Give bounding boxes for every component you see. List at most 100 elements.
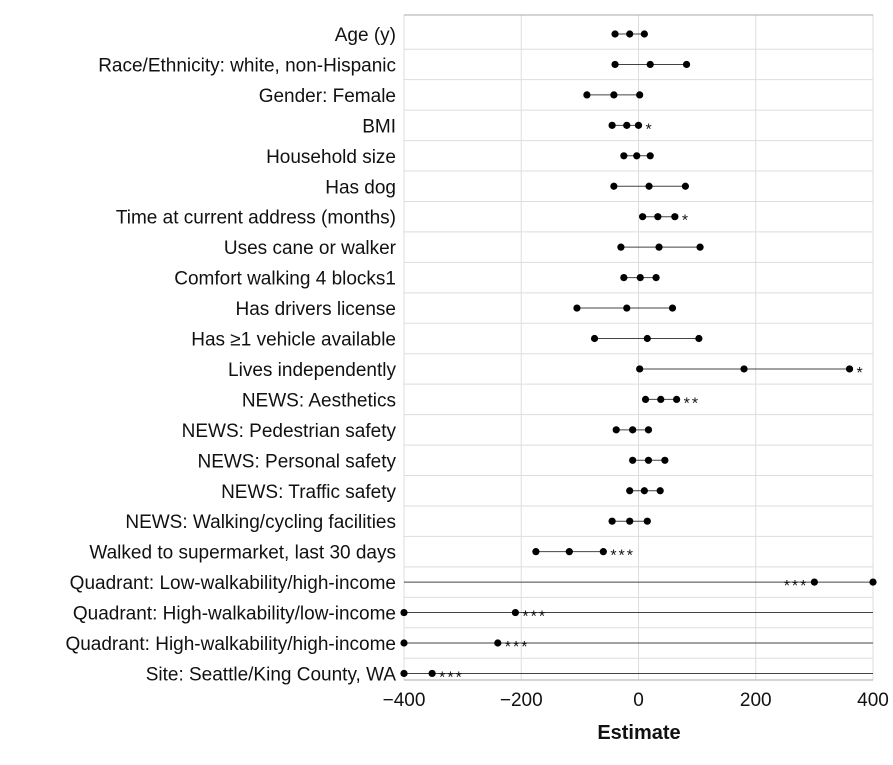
estimate-point: [646, 60, 654, 69]
estimate-point: [610, 91, 618, 99]
row-labels: Age (y) Race/Ethnicity: white, non-Hispan…: [65, 25, 396, 685]
ci-low-point: [590, 334, 599, 343]
row-label: Quadrant: High-walkability/low-income: [73, 604, 396, 625]
x-tick-label: 400: [857, 690, 889, 711]
estimate-point: [810, 578, 818, 586]
row-label: NEWS: Pedestrian safety: [182, 421, 397, 442]
estimate-point: [623, 304, 631, 312]
estimate-point: [565, 548, 573, 556]
x-tick-labels: −400 −200 0 200 400: [383, 690, 889, 711]
row-label: Has dog: [325, 177, 396, 198]
ci-low-point: [620, 274, 628, 282]
ci-low-point: [611, 60, 619, 69]
x-axis-title: Estimate: [597, 722, 680, 744]
row-label: Walked to supermarket, last 30 days: [89, 543, 396, 564]
row-label: Quadrant: High-walkability/high-income: [65, 634, 396, 655]
estimate-point: [511, 608, 519, 617]
row-label: Age (y): [335, 25, 396, 46]
ci-high-point: [599, 548, 607, 556]
estimate-point: [629, 426, 637, 434]
ci-low-point: [400, 608, 408, 617]
ci-high-point: [668, 304, 677, 312]
ci-high-point: [634, 121, 643, 129]
ci-low-point: [611, 30, 619, 38]
row-label: NEWS: Traffic safety: [221, 482, 396, 503]
significance-stars: ***: [505, 639, 530, 656]
estimate-point: [633, 152, 641, 160]
estimate-point: [494, 639, 502, 647]
ci-high-point: [695, 334, 703, 343]
estimate-point: [643, 334, 651, 343]
ci-high-point: [646, 152, 654, 160]
row-label: NEWS: Aesthetics: [242, 390, 396, 411]
significance-stars: ***: [610, 548, 635, 565]
ci-high-point: [696, 243, 704, 251]
row-label: Time at current address (months): [116, 208, 396, 229]
ci-high-point: [681, 182, 690, 190]
ci-low-point: [612, 426, 620, 434]
ci-low-point: [639, 213, 647, 221]
estimate-point: [623, 121, 631, 129]
x-tick-label: −200: [500, 690, 543, 711]
row-label: Quadrant: Low-walkability/high-income: [70, 573, 396, 594]
row-label: NEWS: Walking/cycling facilities: [125, 512, 396, 533]
estimate-point: [626, 30, 634, 38]
significance-stars: **: [684, 395, 700, 412]
ci-low-point: [583, 91, 591, 99]
x-tick-label: −400: [383, 690, 426, 711]
ci-high-point: [636, 91, 644, 99]
ci-high-point: [656, 487, 664, 495]
estimate-point: [640, 487, 648, 495]
ci-low-point: [641, 395, 650, 403]
row-label: NEWS: Personal safety: [197, 451, 396, 472]
ci-low-point: [610, 182, 618, 190]
row-label: Race/Ethnicity: white, non-Hispanic: [98, 55, 396, 76]
row-label: Site: Seattle/King County, WA: [146, 664, 397, 685]
ci-low-point: [608, 121, 616, 129]
ci-high-point: [845, 365, 854, 373]
ci-low-point: [400, 639, 408, 647]
significance-stars: *: [646, 121, 654, 138]
estimate-point: [740, 365, 748, 373]
significance-stars: ***: [784, 578, 809, 595]
row-label: Uses cane or walker: [224, 238, 397, 259]
row-label: Comfort walking 4 blocks1: [174, 269, 396, 290]
row-lines: [404, 48, 873, 659]
estimate-point: [657, 395, 665, 403]
estimate-point: [655, 243, 663, 251]
ci-low-point: [620, 152, 628, 160]
row-label: BMI: [362, 116, 396, 137]
ci-high-point: [643, 517, 651, 525]
ci-high-point: [640, 30, 648, 38]
ci-high-point: [673, 395, 681, 403]
ci-low-point: [573, 304, 581, 312]
row-label: Lives independently: [228, 360, 396, 381]
x-tick-label: 0: [633, 690, 644, 711]
ci-low-point: [636, 365, 644, 373]
ci-low-point: [629, 456, 637, 464]
significance-stars: ***: [522, 609, 547, 626]
significance-stars: *: [857, 365, 865, 382]
estimate-point: [636, 274, 644, 282]
row-label: Gender: Female: [259, 86, 396, 107]
ci-low-point: [626, 487, 634, 495]
significance-stars: *: [682, 213, 690, 230]
row-label: Has drivers license: [236, 299, 397, 320]
ci-low-point: [617, 243, 625, 251]
x-tick-label: 200: [740, 690, 772, 711]
ci-high-point: [869, 578, 877, 586]
estimate-marks: ********************: [400, 30, 877, 686]
row-label: Household size: [266, 147, 396, 168]
significance-stars: ***: [439, 669, 464, 686]
estimate-point: [626, 517, 634, 525]
ci-low-point: [532, 548, 540, 556]
ci-high-point: [661, 456, 669, 464]
row-label: Has ≥1 vehicle available: [191, 330, 396, 351]
ci-low-point: [608, 517, 616, 525]
estimate-point: [654, 213, 662, 221]
estimate-point: [644, 456, 653, 464]
estimate-point: [645, 182, 653, 190]
ci-high-point: [682, 60, 691, 69]
ci-high-point: [671, 213, 679, 221]
